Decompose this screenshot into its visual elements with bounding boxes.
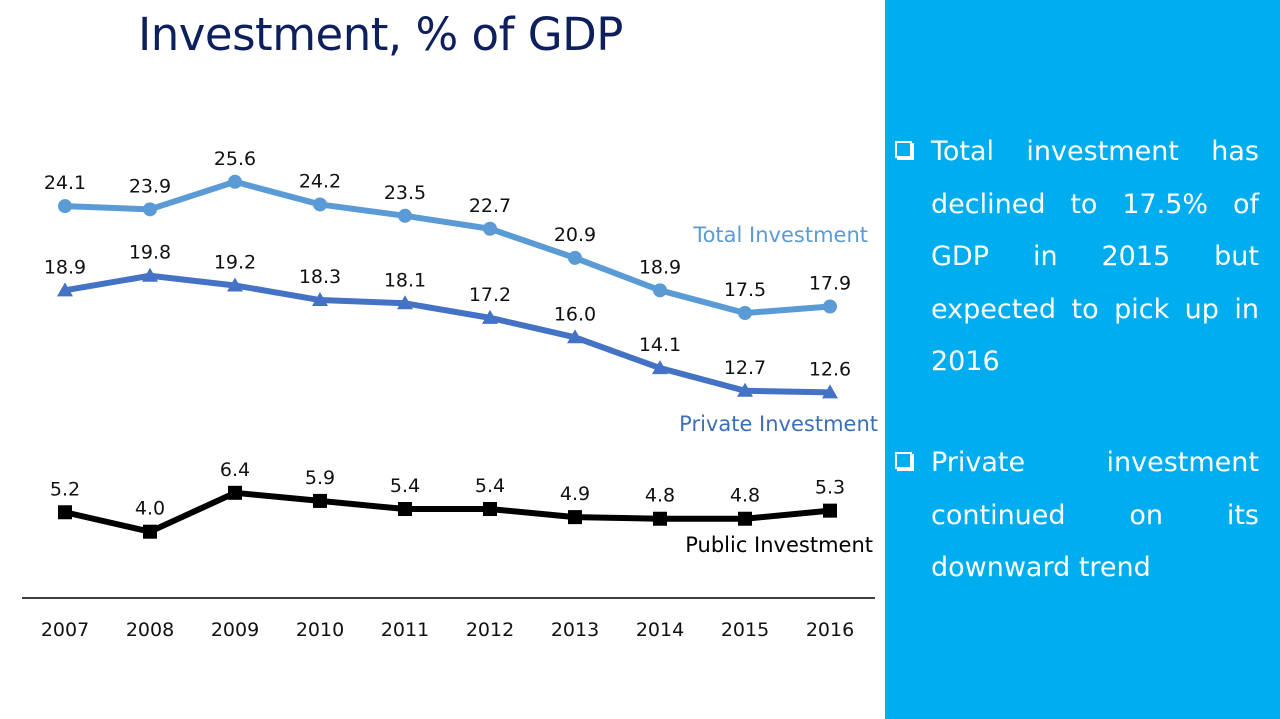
data-label: 12.7 xyxy=(724,357,766,379)
data-point xyxy=(313,197,327,212)
data-label: 4.8 xyxy=(645,485,675,507)
data-point xyxy=(397,295,413,310)
data-label: 23.9 xyxy=(129,175,171,197)
data-label: 24.1 xyxy=(44,172,86,194)
data-point xyxy=(738,306,752,320)
x-tick-label: 2009 xyxy=(211,619,259,641)
data-point xyxy=(227,277,243,292)
series-public-investment xyxy=(58,485,837,539)
data-label: 5.2 xyxy=(50,478,80,500)
x-tick-label: 2010 xyxy=(296,619,344,641)
series-label-total-investment: Total Investment xyxy=(692,223,868,247)
data-label: 18.3 xyxy=(299,266,341,288)
line-chart: 2007 2008 2009 2010 2011 2012 2013 2014 2015 2016… xyxy=(22,148,878,641)
series-label-private-investment: Private Investment xyxy=(679,412,878,436)
data-label: 18.9 xyxy=(639,256,681,278)
checkbox-icon xyxy=(895,141,912,158)
series-label-public-investment: Public Investment xyxy=(685,533,873,557)
x-tick-label: 2012 xyxy=(466,619,514,641)
data-point xyxy=(398,208,412,223)
data-point xyxy=(568,250,582,265)
data-label: 5.9 xyxy=(305,467,335,489)
data-label: 17.5 xyxy=(724,279,766,301)
bullet-text: Private investment continued on its down… xyxy=(931,447,1259,583)
data-label: 22.7 xyxy=(469,195,511,217)
chart-title: Investment, % of GDP xyxy=(138,8,623,61)
data-point xyxy=(398,502,412,517)
data-label: 20.9 xyxy=(554,224,596,246)
data-point xyxy=(823,503,837,518)
data-label: 5.4 xyxy=(390,475,420,497)
data-label: 18.9 xyxy=(44,256,86,278)
bullet-total-investment: Total investment has declined to 17.5% o… xyxy=(895,126,1259,389)
data-point xyxy=(737,382,753,397)
data-point xyxy=(312,292,328,307)
data-label: 14.1 xyxy=(639,334,681,356)
x-tick-label: 2008 xyxy=(126,619,174,641)
data-label: 17.2 xyxy=(469,284,511,306)
data-point xyxy=(738,511,752,526)
data-point xyxy=(483,502,497,517)
data-point xyxy=(823,299,837,314)
data-label: 23.5 xyxy=(384,182,426,204)
data-point xyxy=(143,202,157,217)
summary-panel: Total investment has declined to 17.5% o… xyxy=(885,0,1280,719)
data-point xyxy=(482,309,498,324)
data-point xyxy=(653,283,667,298)
data-point xyxy=(58,505,72,520)
data-point xyxy=(142,267,158,282)
x-tick-label: 2016 xyxy=(806,619,854,641)
x-tick-label: 2013 xyxy=(551,619,599,641)
data-point xyxy=(228,485,242,500)
data-label: 17.9 xyxy=(809,273,851,295)
data-label: 4.9 xyxy=(560,483,590,505)
data-label: 25.6 xyxy=(214,148,256,170)
series-line xyxy=(64,489,831,535)
data-point xyxy=(483,221,497,236)
checkbox-icon xyxy=(895,452,912,469)
data-label: 12.6 xyxy=(809,358,851,380)
data-point xyxy=(653,511,667,526)
series-line xyxy=(64,178,831,316)
x-tick-label: 2011 xyxy=(381,619,429,641)
bullet-text: Total investment has declined to 17.5% o… xyxy=(931,136,1259,377)
data-label: 16.0 xyxy=(554,303,596,325)
series-line xyxy=(64,272,831,396)
series-private-investment xyxy=(57,267,838,399)
data-label: 4.8 xyxy=(730,485,760,507)
bullet-private-investment: Private investment continued on its down… xyxy=(895,437,1259,595)
data-label: 5.4 xyxy=(475,475,505,497)
data-point xyxy=(568,510,582,525)
data-point xyxy=(567,329,583,344)
data-label: 19.8 xyxy=(129,242,171,264)
data-point xyxy=(822,384,838,399)
data-point xyxy=(58,199,72,214)
data-label: 5.3 xyxy=(815,477,845,499)
x-tick-label: 2014 xyxy=(636,619,684,641)
data-point xyxy=(652,360,668,375)
x-tick-label: 2015 xyxy=(721,619,769,641)
data-label: 4.0 xyxy=(135,498,165,520)
x-tick-label: 2007 xyxy=(41,619,89,641)
data-label: 18.1 xyxy=(384,269,426,291)
data-point xyxy=(313,493,327,508)
data-point xyxy=(228,174,242,189)
data-label: 24.2 xyxy=(299,170,341,192)
data-point xyxy=(57,282,73,297)
data-point xyxy=(143,524,157,539)
data-label: 6.4 xyxy=(220,459,250,481)
series-total-investment xyxy=(58,174,837,320)
data-label: 19.2 xyxy=(214,251,256,273)
